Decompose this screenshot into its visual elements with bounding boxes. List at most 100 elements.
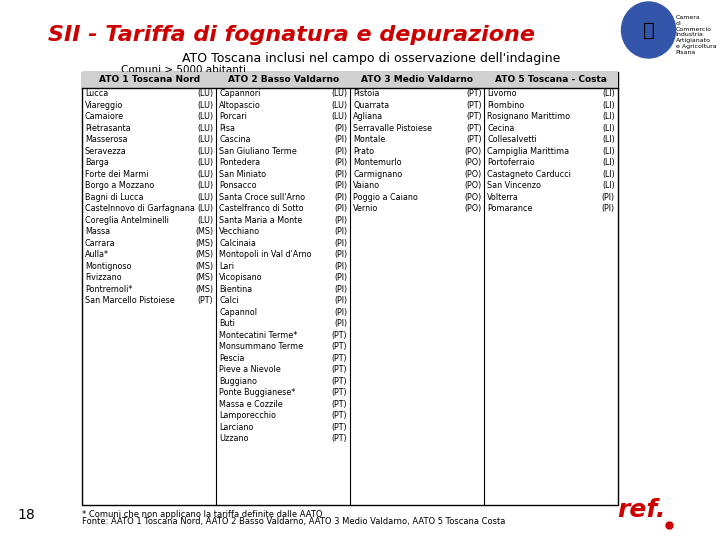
Text: (MS): (MS) (195, 227, 213, 237)
Text: San Miniato: San Miniato (219, 170, 266, 179)
Text: (PI): (PI) (334, 319, 348, 328)
Text: Serravalle Pistoiese: Serravalle Pistoiese (354, 124, 432, 133)
Text: Campiglia Marittima: Campiglia Marittima (487, 147, 570, 156)
Text: Massa: Massa (85, 227, 110, 237)
Text: Seravezza: Seravezza (85, 147, 127, 156)
Text: (PI): (PI) (334, 135, 348, 144)
Text: Portoferraio: Portoferraio (487, 158, 535, 167)
Text: Rosignano Marittimo: Rosignano Marittimo (487, 112, 570, 122)
Text: Collesalvetti: Collesalvetti (487, 135, 537, 144)
Text: (LU): (LU) (197, 181, 213, 190)
Text: (LI): (LI) (602, 158, 615, 167)
Text: (MS): (MS) (195, 273, 213, 282)
Text: (PI): (PI) (334, 250, 348, 259)
Text: Capannol: Capannol (219, 308, 257, 317)
Text: (PI): (PI) (334, 239, 348, 248)
Text: Quarrata: Quarrata (354, 101, 390, 110)
Text: (PI): (PI) (334, 296, 348, 305)
Text: (PO): (PO) (464, 147, 482, 156)
Text: Pistoia: Pistoia (354, 89, 379, 98)
Text: Volterra: Volterra (487, 193, 519, 202)
Text: Fonte: AATO 1 Toscana Nord, AATO 2 Basso Valdarno, AATO 3 Medio Valdarno, AATO 5: Fonte: AATO 1 Toscana Nord, AATO 2 Basso… (82, 517, 505, 526)
Text: (PI): (PI) (334, 124, 348, 133)
Text: (PI): (PI) (602, 204, 615, 213)
Bar (82, 72, 216, 88)
Text: (LI): (LI) (602, 112, 615, 122)
Text: (PT): (PT) (332, 400, 348, 409)
Text: (PI): (PI) (334, 158, 348, 167)
Text: Camaiore: Camaiore (85, 112, 124, 122)
Text: Forte dei Marmi: Forte dei Marmi (85, 170, 148, 179)
Text: (LI): (LI) (602, 147, 615, 156)
Text: Bagni di Lucca: Bagni di Lucca (85, 193, 143, 202)
Text: Massa e Cozzile: Massa e Cozzile (219, 400, 283, 409)
Text: (PI): (PI) (334, 216, 348, 225)
Text: Castelnnovo di Garfagnana: Castelnnovo di Garfagnana (85, 204, 195, 213)
Text: Montemurlo: Montemurlo (354, 158, 402, 167)
Text: Carmignano: Carmignano (354, 170, 402, 179)
Text: (PT): (PT) (332, 330, 348, 340)
Text: Santa Croce sull'Arno: Santa Croce sull'Arno (219, 193, 305, 202)
Text: Pescia: Pescia (219, 354, 245, 363)
Text: (MS): (MS) (195, 239, 213, 248)
Text: Pietrasanta: Pietrasanta (85, 124, 130, 133)
Text: (LU): (LU) (197, 216, 213, 225)
Text: (LU): (LU) (197, 147, 213, 156)
Text: ATO 1 Toscana Nord: ATO 1 Toscana Nord (99, 76, 199, 84)
Text: Montecatini Terme*: Montecatini Terme* (219, 330, 297, 340)
Text: Montale: Montale (354, 135, 385, 144)
Text: (PO): (PO) (464, 158, 482, 167)
Text: Pomarance: Pomarance (487, 204, 533, 213)
Bar (351, 72, 485, 88)
Text: (MS): (MS) (195, 250, 213, 259)
Text: ATO 5 Toscana - Costa: ATO 5 Toscana - Costa (495, 76, 607, 84)
Text: Montignoso: Montignoso (85, 262, 132, 271)
Text: Ponte Buggianese*: Ponte Buggianese* (219, 388, 295, 397)
Text: (LU): (LU) (331, 101, 348, 110)
Text: (LI): (LI) (602, 89, 615, 98)
Text: Barga: Barga (85, 158, 109, 167)
Text: (PO): (PO) (464, 193, 482, 202)
Text: SII - Tariffa di fognatura e depurazione: SII - Tariffa di fognatura e depurazione (48, 25, 535, 45)
Text: (PT): (PT) (198, 296, 213, 305)
Text: Bientina: Bientina (219, 285, 252, 294)
Text: (PT): (PT) (332, 388, 348, 397)
Text: (LI): (LI) (602, 170, 615, 179)
Text: Agliana: Agliana (354, 112, 383, 122)
Text: Masserosa: Masserosa (85, 135, 127, 144)
Text: Fivizzano: Fivizzano (85, 273, 122, 282)
Bar (82, 72, 618, 505)
Text: (PO): (PO) (464, 170, 482, 179)
Text: (LI): (LI) (602, 101, 615, 110)
Text: Camera
di
Commercio
Industria
Artigianato
e Agricoltura
Pisana: Camera di Commercio Industria Artigianat… (675, 15, 716, 55)
Text: Castelfranco di Sotto: Castelfranco di Sotto (219, 204, 304, 213)
Text: (PI): (PI) (334, 273, 348, 282)
Text: (LU): (LU) (197, 101, 213, 110)
Text: (PT): (PT) (332, 365, 348, 374)
Text: (PT): (PT) (466, 124, 482, 133)
Text: Pisa: Pisa (219, 124, 235, 133)
Text: (PT): (PT) (332, 342, 348, 351)
Circle shape (621, 2, 675, 58)
Text: (PT): (PT) (332, 354, 348, 363)
Text: Pontedera: Pontedera (219, 158, 260, 167)
Text: (PT): (PT) (466, 135, 482, 144)
Text: Livorno: Livorno (487, 89, 517, 98)
Text: San Giuliano Terme: San Giuliano Terme (219, 147, 297, 156)
Text: (PI): (PI) (334, 193, 348, 202)
Text: Piombino: Piombino (487, 101, 525, 110)
Text: (PT): (PT) (332, 411, 348, 420)
Text: Montopoli in Val d'Arno: Montopoli in Val d'Arno (219, 250, 312, 259)
Text: ref.: ref. (618, 498, 666, 522)
Text: (MS): (MS) (195, 285, 213, 294)
Text: Cascina: Cascina (219, 135, 251, 144)
Text: (PI): (PI) (334, 308, 348, 317)
Text: Monsummano Terme: Monsummano Terme (219, 342, 303, 351)
Text: ATO 2 Basso Valdarno: ATO 2 Basso Valdarno (228, 76, 339, 84)
Text: Poggio a Caiano: Poggio a Caiano (354, 193, 418, 202)
Text: Aulla*: Aulla* (85, 250, 109, 259)
Text: (LU): (LU) (197, 204, 213, 213)
Text: Castagneto Carducci: Castagneto Carducci (487, 170, 571, 179)
Text: (PT): (PT) (466, 89, 482, 98)
Text: Viareggio: Viareggio (85, 101, 123, 110)
